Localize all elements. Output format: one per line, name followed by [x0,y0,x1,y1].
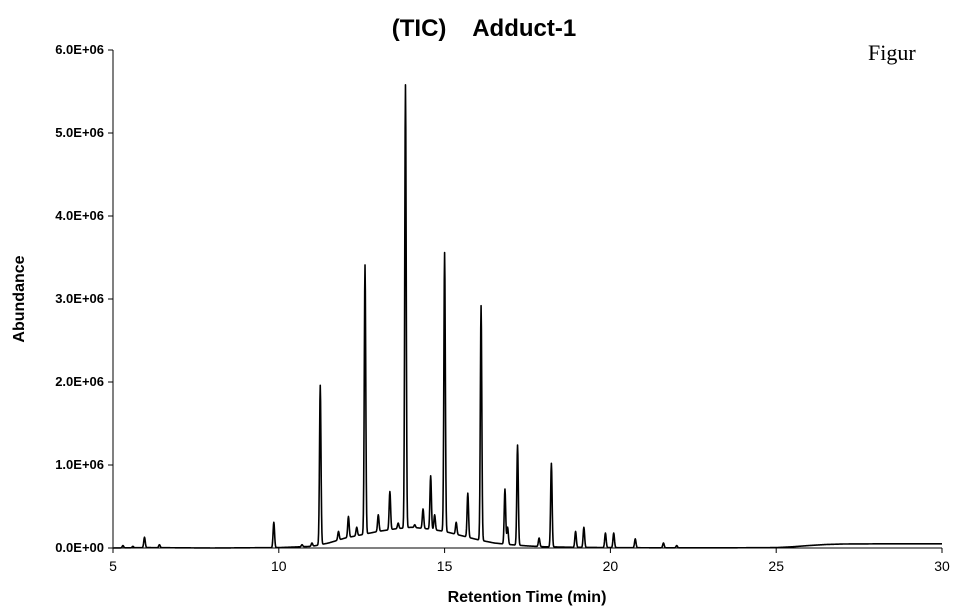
y-tick-label: 2.0E+06 [55,374,104,389]
y-axis-label: Abundance [11,255,28,342]
x-tick-label: 20 [603,558,619,574]
x-tick-label: 5 [109,558,117,574]
x-tick-label: 10 [271,558,287,574]
x-tick-label: 30 [934,558,950,574]
x-axis-label: Retention Time (min) [448,589,607,606]
y-axis-ticks: 0.0E+00 1.0E+06 2.0E+06 3.0E+06 4.0E+06 5.0E+… [55,42,113,555]
y-tick-label: 0.0E+00 [55,540,104,555]
x-tick-label: 15 [437,558,453,574]
series-line-tic [112,84,943,549]
y-tick-label: 5.0E+06 [55,125,104,140]
y-tick-label: 1.0E+06 [55,457,104,472]
y-tick-label: 6.0E+06 [55,42,104,57]
figure-caption-fragment: Figur [868,40,916,65]
x-tick-label: 25 [768,558,784,574]
y-tick-label: 3.0E+06 [55,291,104,306]
y-tick-label: 4.0E+06 [55,208,104,223]
chart-title: (TIC) Adduct-1 [392,15,576,42]
x-axis-ticks: 5 10 15 20 25 30 [109,548,950,574]
